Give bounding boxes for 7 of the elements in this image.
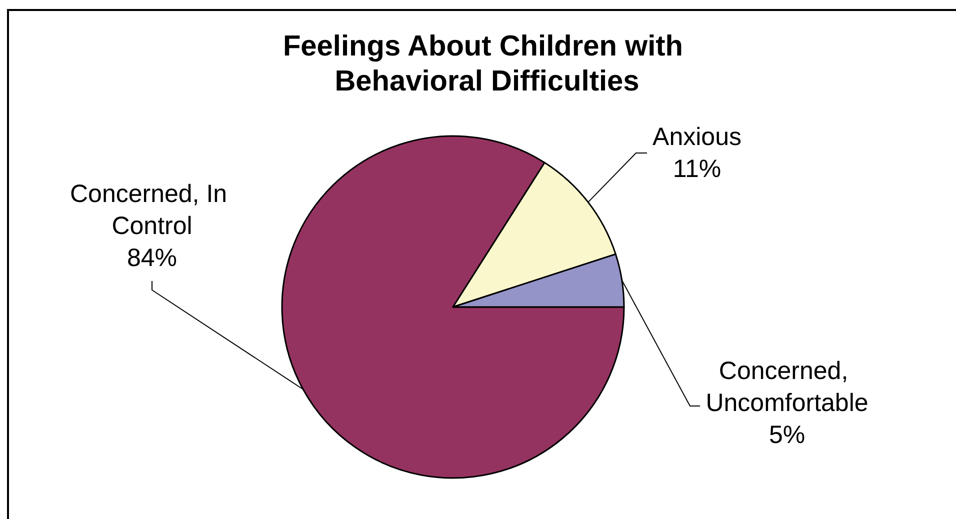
data-label: 5% [768,421,806,449]
slice-label: Concerned, Uncomfortable [706,357,868,417]
data-label: 11% [672,155,722,183]
slice-label: Concerned, In Control [70,180,234,240]
data-label: 84% [126,244,178,272]
slice-label: Anxious [652,123,742,151]
chart-title: Feelings About Children with Behavioral Difficulties [282,30,692,98]
